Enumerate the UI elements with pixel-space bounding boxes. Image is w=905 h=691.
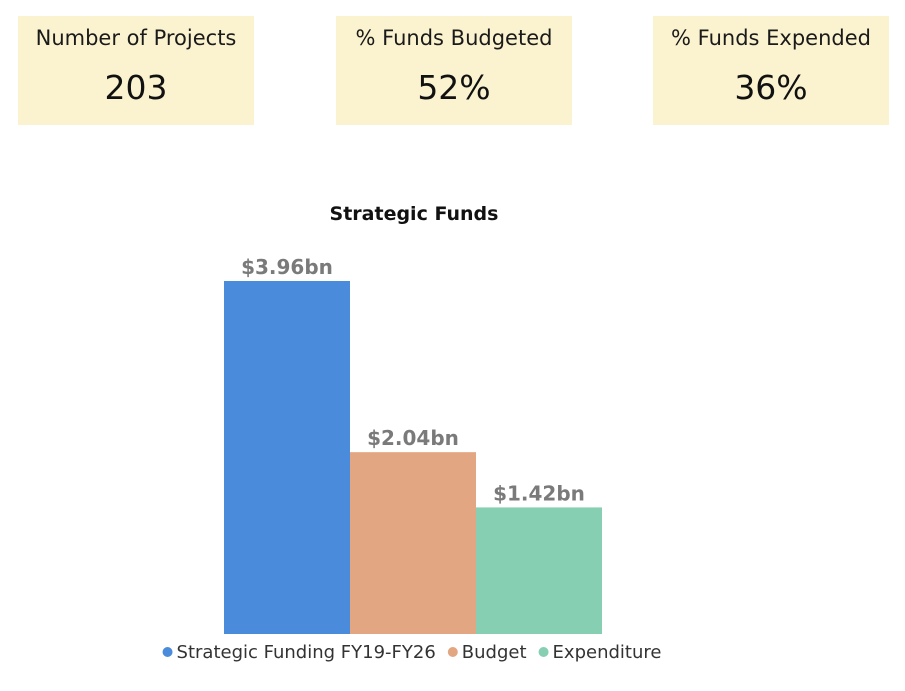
- legend-marker: [162, 647, 173, 657]
- legend-item-1: Strategic Funding FY19-FY26: [162, 642, 436, 663]
- chart-title: Strategic Funds: [330, 203, 499, 225]
- legend-label: Strategic Funding FY19-FY26: [177, 642, 436, 663]
- legend-item-3: Expenditure: [538, 642, 662, 663]
- bar-2: [350, 452, 476, 634]
- bars-group: [224, 281, 602, 634]
- kpi-label: Number of Projects: [35, 26, 237, 50]
- kpi-value: 203: [104, 68, 168, 107]
- legend: Strategic Funding FY19-FY26 Budget Expendi…: [162, 642, 662, 663]
- legend-label: Expenditure: [553, 642, 662, 663]
- kpi-card-funds-budgeted: % Funds Budgeted 52%: [336, 16, 572, 125]
- legend-item-2: Budget: [447, 642, 527, 663]
- data-label-3: $1.42bn: [493, 481, 585, 505]
- strategic-funds-chart: Strategic Funds $3.96bn $2.04bn $1.42bn St…: [162, 203, 662, 663]
- kpi-label: % Funds Budgeted: [355, 26, 553, 50]
- kpi-card-funds-expended: % Funds Expended 36%: [653, 16, 889, 125]
- kpi-card-number-of-projects: Number of Projects 203: [18, 16, 254, 125]
- legend-marker: [538, 647, 549, 657]
- bar-3: [476, 507, 602, 634]
- kpi-value: 52%: [417, 68, 491, 107]
- kpi-value: 36%: [734, 68, 808, 107]
- legend-label: Budget: [462, 642, 527, 663]
- data-labels-group: $3.96bn $2.04bn $1.42bn: [241, 255, 585, 505]
- kpi-label: % Funds Expended: [671, 26, 871, 50]
- bar-1: [224, 281, 350, 634]
- legend-marker: [447, 647, 458, 657]
- data-label-2: $2.04bn: [367, 426, 459, 450]
- data-label-1: $3.96bn: [241, 255, 333, 279]
